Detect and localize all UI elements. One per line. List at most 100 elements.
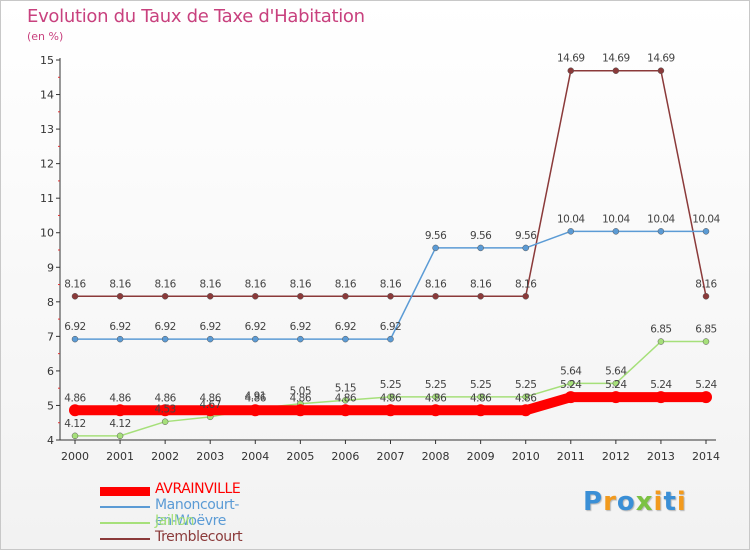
x-tick-label: 2001 xyxy=(106,450,134,463)
data-point xyxy=(702,228,710,235)
data-point xyxy=(206,335,214,343)
logo-letter: t xyxy=(663,487,677,517)
data-point xyxy=(297,335,304,343)
data-label: 8.16 xyxy=(154,278,176,290)
data-point xyxy=(609,391,622,404)
data-point xyxy=(71,432,79,440)
data-point xyxy=(522,293,529,300)
data-label: 6.92 xyxy=(245,321,266,333)
data-label: 8.16 xyxy=(335,278,357,290)
data-point xyxy=(69,404,81,417)
data-point xyxy=(522,393,529,401)
data-point xyxy=(432,293,439,300)
data-label: 14.69 xyxy=(647,53,675,65)
data-point xyxy=(612,67,620,74)
data-point xyxy=(161,418,169,425)
data-label: 5.64 xyxy=(605,365,627,377)
series-line xyxy=(74,69,707,298)
y-tick-label: 13 xyxy=(40,123,54,136)
data-label: 14.69 xyxy=(557,53,585,65)
data-label: 5.24 xyxy=(605,379,627,391)
x-tick-label: 2006 xyxy=(331,450,359,463)
data-label: 4.86 xyxy=(154,392,176,404)
data-label: 6.92 xyxy=(335,321,356,333)
x-tick-label: 2010 xyxy=(512,450,540,463)
logo-letter: o xyxy=(616,487,636,517)
x-tick-label: 2008 xyxy=(422,450,450,463)
data-label: 4.86 xyxy=(245,392,267,404)
legend-label: Jaillon xyxy=(155,513,195,529)
legend-swatch xyxy=(100,506,150,508)
data-label: 8.16 xyxy=(109,278,131,290)
logo-letter: x xyxy=(635,487,654,517)
data-label: 4.86 xyxy=(470,392,492,404)
data-label: 8.16 xyxy=(380,278,402,290)
logo-letter: r xyxy=(603,487,617,517)
data-label: 10.04 xyxy=(602,213,630,225)
data-point xyxy=(297,293,304,300)
data-label: 4.86 xyxy=(515,392,537,404)
data-point xyxy=(206,293,214,300)
data-label: 10.04 xyxy=(647,213,675,225)
data-point xyxy=(252,335,259,343)
y-tick-label: 7 xyxy=(47,330,54,343)
data-point xyxy=(161,293,169,300)
data-label: 4.12 xyxy=(109,418,130,430)
x-tick-label: 2004 xyxy=(241,450,269,463)
x-tick-label: 2013 xyxy=(647,450,675,463)
data-label: 6.92 xyxy=(154,321,175,333)
data-point xyxy=(116,335,124,343)
data-label: 6.92 xyxy=(290,321,311,333)
data-point xyxy=(567,67,575,74)
data-label: 8.16 xyxy=(515,278,537,290)
data-point xyxy=(71,335,79,343)
data-point xyxy=(387,393,394,401)
data-point xyxy=(339,404,352,417)
y-tick-label: 15 xyxy=(40,54,54,67)
data-point xyxy=(567,380,575,387)
y-tick-label: 12 xyxy=(40,158,54,171)
data-point xyxy=(71,293,79,300)
x-tick-label: 2005 xyxy=(286,450,314,463)
data-label: 5.24 xyxy=(695,379,717,391)
data-point xyxy=(477,393,484,401)
data-label: 4.86 xyxy=(64,392,86,404)
data-label: 4.67 xyxy=(200,399,221,411)
data-label: 4.86 xyxy=(380,392,402,404)
data-label: 4.86 xyxy=(200,392,222,404)
data-label: 9.56 xyxy=(470,230,492,242)
data-point xyxy=(159,404,172,417)
y-tick-label: 11 xyxy=(40,192,54,205)
data-point xyxy=(116,432,124,440)
data-label: 4.86 xyxy=(290,392,312,404)
x-tick-label: 2003 xyxy=(196,450,224,463)
data-point xyxy=(161,335,169,343)
data-label: 4.86 xyxy=(335,392,357,404)
logo-letter: i xyxy=(653,487,664,517)
data-point xyxy=(432,393,439,401)
data-label: 8.16 xyxy=(695,278,717,290)
legend-swatch xyxy=(100,538,150,540)
data-point xyxy=(657,228,665,235)
y-tick-label: 14 xyxy=(40,89,54,102)
logo-letter: P xyxy=(583,487,604,517)
legend-label: Manoncourt-en-Woëvre xyxy=(155,497,240,529)
data-label: 8.16 xyxy=(425,278,447,290)
data-point xyxy=(657,67,665,74)
data-point xyxy=(294,404,307,417)
data-label: 8.16 xyxy=(200,278,222,290)
data-label: 5.64 xyxy=(560,365,582,377)
data-label: 10.04 xyxy=(557,213,585,225)
data-label: 6.92 xyxy=(64,321,85,333)
y-tick-label: 10 xyxy=(40,227,54,240)
proxiti-logo: Proxiti xyxy=(583,487,687,517)
data-point xyxy=(702,338,710,345)
y-tick-label: 8 xyxy=(47,296,54,309)
data-point xyxy=(387,335,394,343)
y-tick-label: 6 xyxy=(47,365,54,378)
data-label: 8.16 xyxy=(64,278,86,290)
data-label: 6.85 xyxy=(695,324,716,336)
data-point xyxy=(477,244,484,252)
data-label: 8.16 xyxy=(290,278,312,290)
data-label: 5.05 xyxy=(290,386,311,398)
